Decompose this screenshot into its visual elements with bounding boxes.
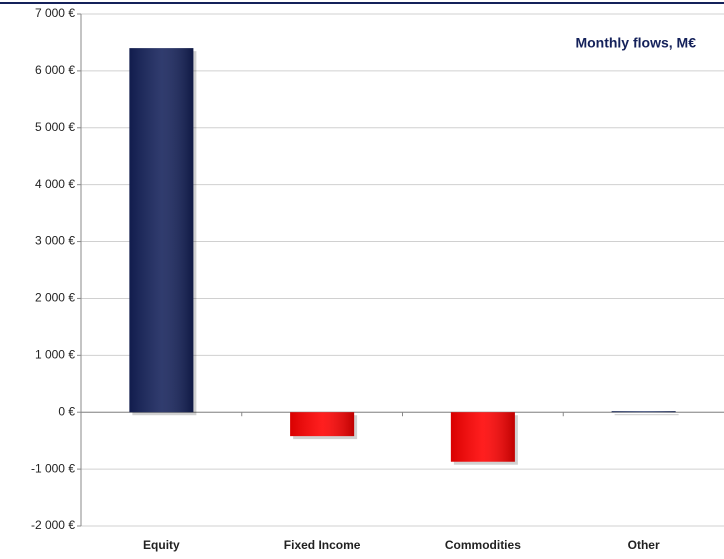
bar-shade bbox=[129, 48, 194, 413]
x-tick-label: Other bbox=[628, 538, 660, 552]
y-tick-label: -1 000 € bbox=[31, 461, 75, 475]
x-tick-label: Commodities bbox=[445, 538, 521, 552]
bar-shade bbox=[290, 412, 355, 437]
y-tick-label: 5 000 € bbox=[35, 120, 75, 134]
y-tick-label: 6 000 € bbox=[35, 63, 75, 77]
y-tick-label: 3 000 € bbox=[35, 234, 75, 248]
x-tick-label: Equity bbox=[143, 538, 180, 552]
y-tick-label: 4 000 € bbox=[35, 177, 75, 191]
chart-title: Monthly flows, M€ bbox=[575, 35, 696, 51]
y-tick-label: 0 € bbox=[58, 404, 75, 418]
bar-shadow bbox=[614, 414, 679, 416]
y-tick-label: 1 000 € bbox=[35, 348, 75, 362]
x-tick-label: Fixed Income bbox=[284, 538, 361, 552]
y-tick-label: 2 000 € bbox=[35, 291, 75, 305]
y-tick-label: -2 000 € bbox=[31, 518, 75, 532]
bar-shade bbox=[611, 411, 676, 413]
bar-shade bbox=[450, 412, 515, 462]
y-tick-label: 7 000 € bbox=[35, 6, 75, 20]
